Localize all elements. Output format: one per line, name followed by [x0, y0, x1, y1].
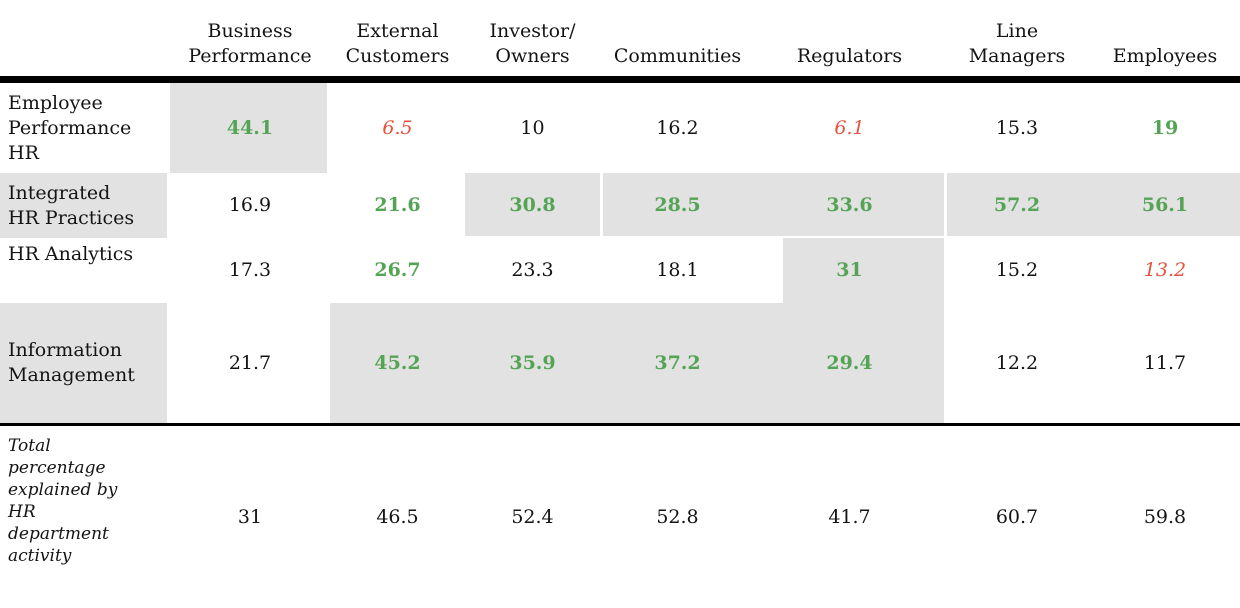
total-cell: 31	[237, 505, 263, 528]
table-cell: 26.7	[374, 259, 421, 281]
table-cell: 10	[520, 116, 545, 139]
total-cell: 60.7	[995, 505, 1039, 528]
table-cell: 45.2	[330, 303, 465, 423]
table-cell: 37.2	[600, 303, 755, 423]
table-cell: 19	[1151, 116, 1179, 139]
table-cell: 33.6	[755, 173, 944, 238]
table-cell: 12.2	[995, 351, 1039, 374]
table-cell: 56.1	[1090, 173, 1240, 238]
table-cell: 31	[755, 238, 944, 303]
row-label: Employee Performance HR	[8, 91, 132, 164]
table-corner	[0, 0, 170, 76]
table-cell: 21.6	[374, 194, 421, 216]
table-cell: 6.5	[382, 116, 413, 139]
table-cell: 28.5	[600, 173, 755, 238]
table-cell: 30.8	[465, 173, 600, 238]
table-cell: 44.1	[170, 83, 330, 173]
table-cell: 35.9	[465, 303, 600, 423]
table-cell: 16.2	[656, 116, 699, 139]
total-rule	[0, 423, 1240, 426]
column-header: Regulators	[796, 45, 903, 67]
table-cell: 17.3	[228, 259, 272, 281]
column-header: External Customers	[345, 20, 450, 67]
table-cell: 15.2	[995, 259, 1039, 281]
table-cell: 15.3	[995, 116, 1039, 139]
row-label: HR Analytics	[8, 243, 134, 265]
total-cell: 46.5	[376, 505, 419, 528]
column-header: Investor/ Owners	[489, 20, 576, 67]
total-cell: 52.8	[656, 505, 699, 528]
table-cell: 23.3	[511, 259, 554, 281]
table-cell: 11.7	[1143, 351, 1187, 374]
row-label: Information Management	[0, 303, 170, 423]
table-cell: 57.2	[944, 173, 1090, 238]
column-header: Line Managers	[968, 20, 1066, 67]
column-header: Employees	[1112, 45, 1218, 67]
column-header: Business Performance	[188, 20, 312, 67]
total-cell: 52.4	[511, 505, 554, 528]
header-rule	[0, 76, 1240, 83]
table-cell: 21.7	[228, 351, 272, 374]
row-label: Integrated HR Practices	[0, 173, 170, 238]
total-cell: 41.7	[828, 505, 871, 528]
table-cell: 16.9	[228, 194, 272, 216]
total-cell: 59.8	[1143, 505, 1187, 528]
table-cell: 29.4	[755, 303, 944, 423]
table-cell: 6.1	[834, 116, 865, 139]
total-row-label: Total percentage explained by HR departm…	[8, 436, 118, 566]
column-header: Communities	[613, 45, 742, 67]
table-cell: 13.2	[1143, 259, 1187, 281]
table-cell: 18.1	[656, 259, 699, 281]
